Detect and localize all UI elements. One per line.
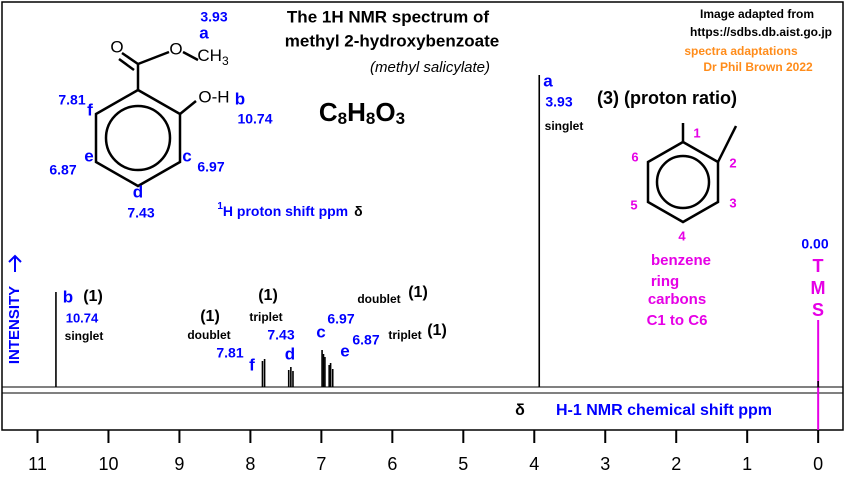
annotation: 7.81	[216, 345, 243, 361]
annotation: 6.87	[352, 332, 379, 348]
annotation: S	[812, 300, 824, 320]
x-tick-label: 5	[458, 454, 468, 474]
x-tick-label: 9	[174, 454, 184, 474]
annotation: M	[811, 278, 826, 298]
annotation: carbons	[648, 291, 706, 308]
x-tick-label: 2	[671, 454, 681, 474]
annotation: b	[235, 89, 245, 108]
annotation: 10.74	[66, 310, 99, 325]
annotation: O	[169, 39, 182, 58]
annotation: 7.43	[267, 327, 294, 343]
note-text: H proton shift ppm	[223, 203, 348, 219]
formula-part: 3	[396, 109, 405, 128]
annotation: singlet	[65, 329, 104, 343]
annotation: 7.43	[127, 205, 154, 221]
annotation: 6.87	[49, 162, 76, 178]
annotation: 3.93	[200, 9, 227, 25]
annotation: a	[199, 23, 209, 42]
note-symbol: δ	[354, 203, 363, 219]
annotation: triplet	[388, 328, 421, 342]
annotation: C1 to C6	[647, 312, 708, 329]
annotation: (1)	[83, 288, 103, 305]
annotation: 2	[729, 155, 736, 170]
formula-part: 8	[366, 109, 375, 128]
credit: https://sdbs.db.aist.go.jp	[690, 25, 832, 39]
annotation: O-H	[198, 87, 229, 106]
annotation: 3	[729, 195, 736, 210]
formula-part: C	[319, 97, 338, 127]
x-tick-label: 3	[600, 454, 610, 474]
annotation: c	[316, 322, 325, 341]
annotation: doublet	[357, 292, 400, 306]
annotation: benzene	[651, 252, 711, 269]
x-tick-label: 0	[813, 454, 823, 474]
annotation: 6	[631, 149, 638, 164]
title: The 1H NMR spectrum of	[287, 7, 489, 26]
x-tick-label: 6	[387, 454, 397, 474]
atom-sub: 3	[222, 54, 229, 68]
y-axis-label: INTENSITY	[6, 286, 23, 364]
annotation: (3) (proton ratio)	[597, 88, 737, 108]
x-tick-label: 7	[316, 454, 326, 474]
formula-part: 8	[338, 109, 347, 128]
title: methyl 2-hydroxybenzoate	[285, 31, 499, 50]
annotation: ring	[651, 273, 679, 290]
annotation: 5	[630, 197, 637, 212]
shift-note: 1H proton shift ppm δ	[217, 201, 362, 219]
subtitle: (methyl salicylate)	[370, 59, 490, 76]
annotation: 7.81	[58, 92, 85, 108]
annotation: e	[340, 341, 349, 360]
marks: 11 10 9 8 7 6 5 4 3 2 1 0	[2, 75, 843, 474]
x-tick-label: 1	[742, 454, 752, 474]
credit: spectra adaptations	[684, 44, 798, 58]
annotation: singlet	[545, 119, 584, 133]
benzene-diagram	[646, 123, 738, 224]
annotation: doublet	[187, 328, 230, 342]
annotation: 4	[678, 228, 686, 243]
annotation: 3.93	[545, 94, 572, 110]
methyl-group: CH3	[197, 46, 229, 68]
y-axis-arrow	[8, 254, 22, 272]
x-tick-label: 8	[245, 454, 255, 474]
x-axis-label: H-1 NMR chemical shift ppm	[556, 402, 772, 419]
annotation: 10.74	[237, 111, 272, 127]
annotation: (1)	[427, 322, 447, 339]
annotation: d	[285, 344, 295, 363]
annotation: f	[249, 355, 255, 374]
atom: CH	[197, 46, 222, 65]
formula-part: H	[347, 97, 366, 127]
annotation: d	[133, 182, 143, 201]
annotation: (1)	[258, 287, 278, 304]
annotations: b (1)10.74singlet(1)doublet7.81f(1)triple…	[49, 9, 828, 375]
formula: C8H8O3	[319, 97, 405, 129]
x-tick-label: 10	[98, 454, 118, 474]
annotation: 6.97	[327, 311, 354, 327]
annotation: 6.97	[197, 159, 224, 175]
x-tick-label: 4	[529, 454, 539, 474]
annotation: a	[543, 71, 553, 90]
annotation: f	[87, 100, 93, 119]
x-tick-label: 11	[28, 454, 47, 474]
annotation: T	[813, 256, 824, 276]
plot-frame	[1, 1, 844, 431]
formula-part: O	[375, 97, 395, 127]
x-axis-symbol: δ	[515, 402, 525, 419]
annotation: e	[84, 146, 93, 165]
annotation: O	[110, 37, 123, 56]
annotation: 1	[693, 125, 700, 140]
annotation: 0.00	[801, 236, 828, 252]
annotation: triplet	[249, 310, 282, 324]
credit: Image adapted from	[700, 7, 814, 21]
note-sup: 1	[217, 201, 223, 212]
credit: Dr Phil Brown 2022	[703, 60, 813, 74]
molecule	[94, 50, 199, 188]
annotation: c	[182, 146, 191, 165]
annotation: b	[63, 287, 73, 306]
annotation: (1)	[408, 284, 428, 301]
annotation: (1)	[200, 308, 220, 325]
